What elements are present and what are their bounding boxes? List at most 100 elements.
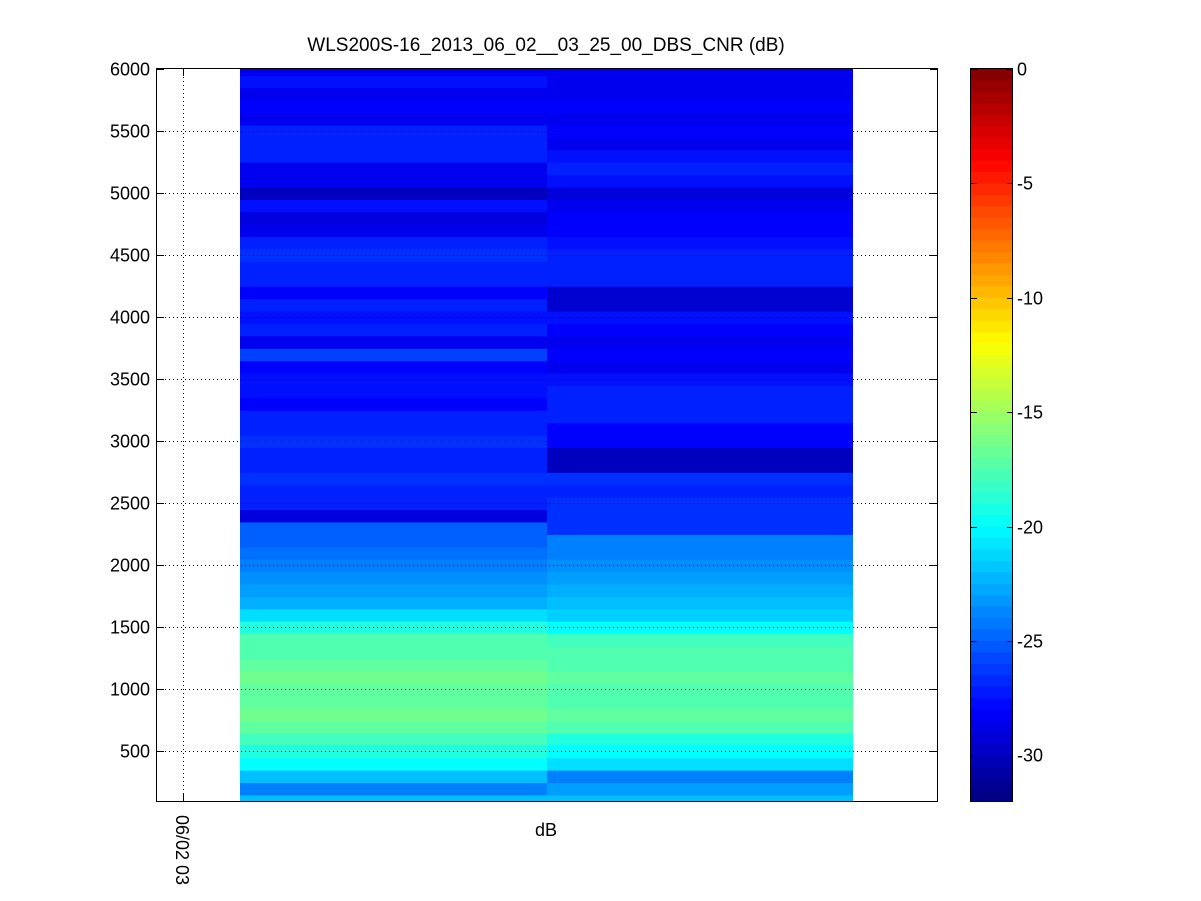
colorbar-band [971, 709, 1013, 722]
heatmap-cell [240, 769, 547, 783]
heatmap-cell [547, 459, 853, 473]
heatmap-cell [240, 397, 547, 411]
heatmap-cell [240, 534, 547, 548]
colorbar-tick-label: -5 [1017, 174, 1033, 194]
colorbar-band [971, 217, 1013, 230]
colorbar-band [971, 80, 1013, 93]
heatmap-cell [547, 310, 853, 324]
heatmap-cell [240, 633, 547, 647]
colorbar-band [971, 732, 1013, 745]
colorbar-band [971, 171, 1013, 184]
colorbar-band [971, 778, 1013, 791]
colorbar-tick-label: -20 [1017, 518, 1043, 538]
colorbar-band [971, 720, 1013, 733]
heatmap-cell [240, 137, 547, 151]
heatmap-cell [240, 707, 547, 721]
colorbar-band [971, 526, 1013, 539]
heatmap-cell [547, 385, 853, 399]
colorbar-band [971, 206, 1013, 219]
heatmap-cell [547, 186, 853, 200]
y-tick-label: 6000 [110, 60, 150, 80]
colorbar-band [971, 789, 1013, 802]
colorbar-band [971, 309, 1013, 322]
heatmap-cell [240, 732, 547, 746]
colorbar-band [971, 572, 1013, 585]
plot-area: 500 1000 1500 2000 2500 3000 3500 4000 4500 5000 5… [110, 60, 938, 885]
heatmap-cell [240, 571, 547, 585]
colorbar-band [971, 114, 1013, 127]
colorbar-band [971, 606, 1013, 619]
heatmap-cell [547, 298, 853, 312]
heatmap-cell [547, 124, 853, 138]
y-tick-label: 3500 [110, 370, 150, 390]
colorbar-band [971, 663, 1013, 676]
heatmap-cell [547, 670, 853, 684]
heatmap-cell [240, 447, 547, 461]
colorbar-band [971, 263, 1013, 276]
colorbar-tick-label: -30 [1017, 746, 1043, 766]
heatmap-cell [240, 174, 547, 188]
heatmap-cell [240, 112, 547, 126]
colorbar-band [971, 103, 1013, 116]
colorbar-band [971, 389, 1013, 402]
colorbar-band [971, 640, 1013, 653]
heatmap-cell [547, 596, 853, 610]
colorbar-band [971, 743, 1013, 756]
heatmap-cell [547, 211, 853, 225]
heatmap-cell [547, 422, 853, 436]
heatmap-cell [547, 658, 853, 672]
colorbar-band [971, 457, 1013, 470]
heatmap-cell [240, 199, 547, 213]
colorbar-band [971, 515, 1013, 528]
heatmap-cell [547, 447, 853, 461]
heatmap-cell [240, 298, 547, 312]
colorbar-band [971, 377, 1013, 390]
heatmap-cell [240, 459, 547, 473]
y-tick-label: 3000 [110, 432, 150, 452]
heatmap-cell [240, 211, 547, 225]
colorbar-band [971, 354, 1013, 367]
heatmap-cell [240, 335, 547, 349]
y-tick-label: 4500 [110, 246, 150, 266]
colorbar-tick-label: -25 [1017, 632, 1043, 652]
heatmap-cell [547, 695, 853, 709]
colorbar-band [971, 595, 1013, 608]
heatmap-cell [240, 720, 547, 734]
heatmap-cell [547, 745, 853, 759]
heatmap-cell [240, 794, 547, 802]
colorbar-band [971, 686, 1013, 699]
heatmap-cell [547, 769, 853, 783]
heatmap-cell [547, 224, 853, 238]
y-tick-label: 5500 [110, 122, 150, 142]
heatmap-cell [547, 199, 853, 213]
colorbar-ticks: 0 -5 -10 -15 -20 -25 -30 [971, 60, 1043, 766]
heatmap-cell [547, 757, 853, 771]
heatmap-cell [547, 137, 853, 151]
heatmap-cell [547, 348, 853, 362]
heatmap-cell [240, 348, 547, 362]
colorbar-band [971, 126, 1013, 139]
colorbar-band [971, 492, 1013, 505]
heatmap-cell [240, 757, 547, 771]
heatmap-cell [547, 69, 853, 76]
colorbar-band [971, 698, 1013, 711]
heatmap-cell [240, 149, 547, 163]
colorbar-band [971, 149, 1013, 162]
heatmap-cell [547, 497, 853, 511]
heatmap-cell [547, 683, 853, 697]
heatmap-cell [547, 707, 853, 721]
heatmap-cell [240, 608, 547, 622]
heatmap-cell [240, 596, 547, 610]
colorbar-band [971, 400, 1013, 413]
heatmap-cell [547, 335, 853, 349]
heatmap-cell [240, 583, 547, 597]
heatmap-cell [240, 695, 547, 709]
heatmap-cell [547, 472, 853, 486]
heatmap-cell [547, 286, 853, 300]
heatmap-cell [547, 484, 853, 498]
colorbar-band [971, 332, 1013, 345]
colorbar-band [971, 652, 1013, 665]
heatmap-cells [240, 69, 853, 802]
heatmap-cell [547, 174, 853, 188]
heatmap-cell [240, 658, 547, 672]
